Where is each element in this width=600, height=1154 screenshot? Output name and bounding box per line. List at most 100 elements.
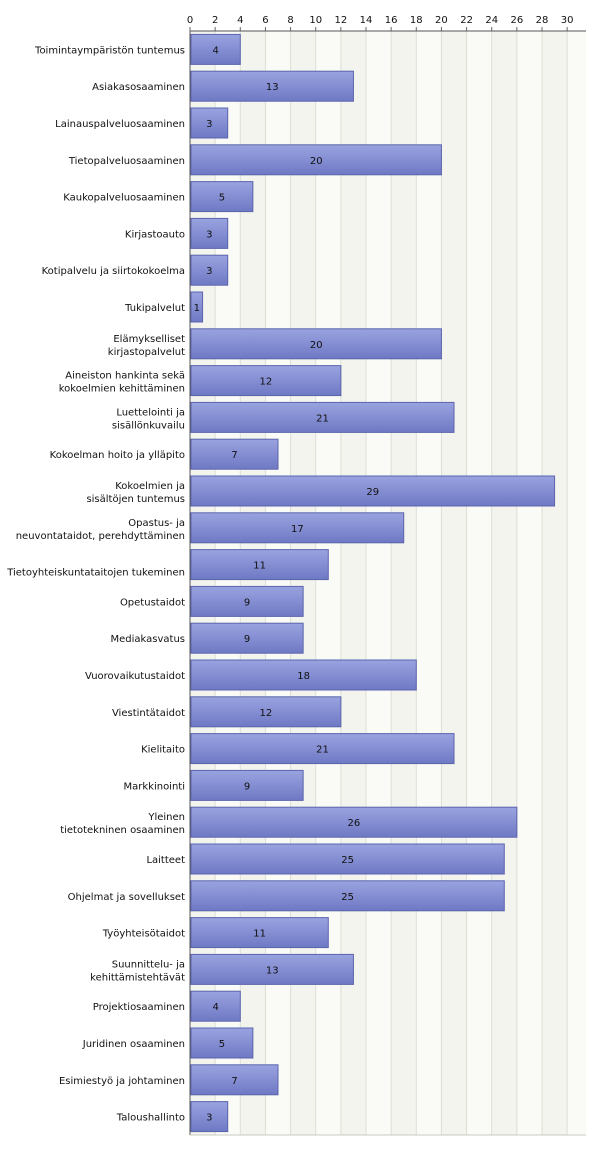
- bar-value-label: 7: [231, 450, 237, 461]
- bar-value-label: 13: [266, 965, 279, 976]
- bar: [190, 990, 241, 1022]
- category-label: Kaukopalveluosaaminen: [63, 193, 185, 204]
- category-label: Tietopalveluosaaminen: [68, 156, 185, 167]
- x-tick-label: 2: [212, 15, 218, 26]
- category-labels: Toimintaympäristön tuntemus Asiakasosaami…: [6, 45, 185, 1123]
- x-tick-label: 26: [510, 15, 523, 26]
- bar: [190, 70, 354, 102]
- grid-band: [567, 31, 586, 1135]
- bar-value-label: 18: [297, 671, 310, 682]
- bar: [190, 1064, 279, 1096]
- bar: [190, 1027, 254, 1059]
- bar: [190, 733, 455, 765]
- x-tick-label: 4: [237, 15, 243, 26]
- category-label: Vuorovaikutustaidot: [85, 671, 185, 682]
- bar: [190, 806, 518, 838]
- category-label: Yleinen tietotekninen osaaminen: [60, 812, 185, 836]
- bar: [190, 585, 304, 617]
- grid-band: [315, 31, 341, 1135]
- category-label: Työyhteisötaidot: [102, 929, 185, 940]
- grid-band: [265, 31, 291, 1135]
- category-label: Suunnittelu- ja kehittämistehtävät: [90, 959, 185, 983]
- bar-value-label: 4: [212, 45, 218, 56]
- bar: [190, 659, 417, 691]
- x-tick-label: 8: [287, 15, 293, 26]
- bar-value-label: 20: [310, 156, 323, 167]
- bar: [190, 33, 241, 65]
- x-tick-label: 18: [410, 15, 423, 26]
- category-label: Aineiston hankinta sekä kokoelmien kehitt…: [59, 371, 185, 395]
- bar-value-label: 3: [206, 1113, 212, 1124]
- bar-value-label: 26: [348, 818, 361, 829]
- x-tick-label: 22: [460, 15, 473, 26]
- bar: [190, 769, 304, 801]
- bar-value-label: 12: [260, 708, 273, 719]
- x-axis-ticks: 0 2 4 6 8 10 12 14 16 18 20 22 24 26 28 30: [187, 15, 574, 31]
- bar-value-label: 21: [316, 745, 329, 756]
- bar-value-label: 29: [366, 487, 379, 498]
- category-label: Ohjelmat ja sovellukset: [68, 892, 185, 903]
- category-label: Kokoelmien ja sisältöjen tuntemus: [86, 481, 185, 505]
- bar: [190, 291, 204, 323]
- category-label: Markkinointi: [124, 781, 186, 792]
- bar: [190, 880, 505, 912]
- bar-value-label: 20: [310, 340, 323, 351]
- bar-value-label: 3: [206, 266, 212, 277]
- grid-band: [215, 31, 241, 1135]
- category-label: Lainauspalveluosaaminen: [55, 119, 185, 130]
- bar: [190, 953, 354, 985]
- grid-band: [366, 31, 392, 1135]
- grid-band: [416, 31, 442, 1135]
- bar: [190, 843, 505, 875]
- category-label: Viestintätaidot: [112, 708, 185, 719]
- bar-value-label: 12: [260, 377, 273, 388]
- bar-value-label: 11: [253, 561, 266, 572]
- bar-value-label: 7: [231, 1076, 237, 1087]
- bar-value-label: 5: [219, 193, 225, 204]
- bar: [190, 401, 455, 433]
- bar-value-label: 9: [244, 597, 250, 608]
- bar-value-label: 25: [341, 892, 354, 903]
- category-label: Asiakasosaaminen: [92, 82, 185, 93]
- bar: [190, 475, 556, 507]
- bar: [190, 1101, 229, 1133]
- grid-band: [516, 31, 542, 1135]
- x-tick-label: 10: [309, 15, 322, 26]
- x-tick-label: 20: [435, 15, 448, 26]
- category-label: Taloushallinto: [116, 1113, 185, 1124]
- category-label: Projektiosaaminen: [93, 1002, 185, 1013]
- bar-value-label: 1: [194, 303, 200, 314]
- bars: 4 13 3 20 5 3 3 1 20 12 21 7 29 17 11 9 9 18 12 21 9 26 25 25 11…: [190, 33, 556, 1133]
- bar-value-label: 25: [341, 855, 354, 866]
- category-label: Juridinen osaaminen: [82, 1039, 185, 1050]
- category-label: Kielitaito: [141, 745, 185, 756]
- x-tick-label: 30: [561, 15, 574, 26]
- category-label: Elämykselliset kirjastopalvelut: [108, 334, 185, 358]
- bar: [190, 696, 342, 728]
- x-tick-label: 6: [262, 15, 268, 26]
- bar: [190, 438, 279, 470]
- category-label: Tietoyhteiskuntataitojen tukeminen: [6, 568, 185, 579]
- bar-value-label: 11: [253, 929, 266, 940]
- bar: [190, 365, 342, 397]
- category-label: Esimiestyö ja johtaminen: [59, 1076, 185, 1087]
- bar-value-label: 17: [291, 524, 304, 535]
- category-label: Tukipalvelut: [124, 303, 185, 314]
- x-tick-label: 12: [334, 15, 347, 26]
- bar: [190, 917, 329, 949]
- bar-value-label: 9: [244, 781, 250, 792]
- bar-value-label: 13: [266, 82, 279, 93]
- bar: [190, 144, 442, 176]
- x-tick-label: 14: [360, 15, 373, 26]
- category-label: Luettelointi ja sisällönkuvailu: [112, 407, 185, 431]
- bar: [190, 328, 442, 360]
- category-label: Laitteet: [146, 855, 185, 866]
- category-label: Toimintaympäristön tuntemus: [34, 45, 185, 56]
- x-tick-label: 24: [485, 15, 498, 26]
- grid-band: [466, 31, 492, 1135]
- category-label: Kokoelman hoito ja ylläpito: [50, 450, 185, 461]
- bar-value-label: 5: [219, 1039, 225, 1050]
- bar: [190, 512, 405, 544]
